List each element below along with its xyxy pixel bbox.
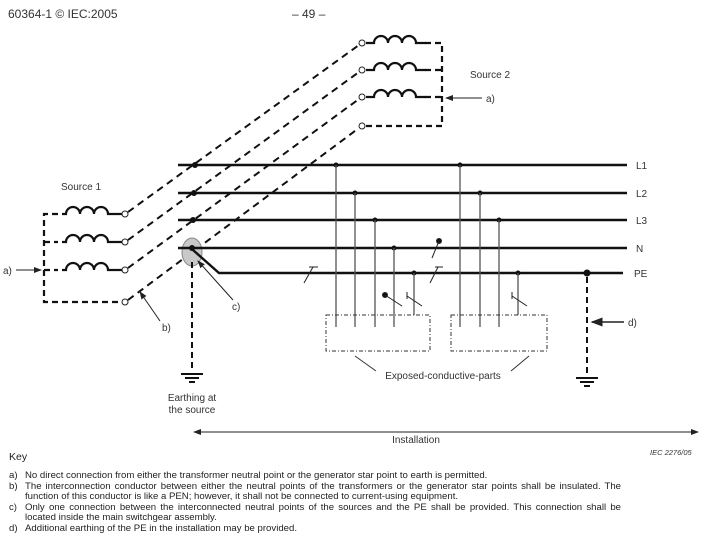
bus-label-l2: L2 — [636, 189, 648, 200]
header-page-number: – 49 – — [292, 7, 326, 21]
key-item: c) Only one connection between the interc… — [9, 501, 621, 524]
source1-label: Source 1 — [61, 182, 101, 193]
junction-dots — [189, 162, 591, 277]
bus-label-pe: PE — [634, 269, 648, 280]
bus-conductors — [178, 163, 627, 275]
key-item-text: Only one connection between the intercon… — [25, 501, 621, 524]
key-item: b) The interconnection conductor between … — [9, 480, 621, 503]
equipment-enclosures — [325, 314, 548, 352]
key-item-label: b) — [9, 480, 18, 492]
bus-label-l3: L3 — [636, 216, 648, 227]
exposed-leaders — [354, 355, 530, 372]
key-item-label: a) — [9, 470, 18, 481]
key-item-text: The interconnection conductor between ei… — [25, 480, 621, 503]
source1-terminals — [121, 210, 129, 306]
bus-label-n: N — [636, 244, 643, 255]
source2-terminals — [358, 39, 366, 130]
key-item: a) No direct connection from either the t… — [9, 470, 621, 482]
earthing-label-2: the source — [169, 405, 216, 416]
callout-c: c) — [232, 302, 240, 313]
source2-windings — [366, 34, 444, 128]
key-title: Key — [9, 451, 28, 463]
earthing-label-1: Earthing at — [168, 393, 217, 404]
key-item-text: Additional earthing of the PE in the ins… — [25, 522, 297, 534]
header-left: 60364-1 © IEC:2005 — [8, 7, 118, 21]
source-earthing — [181, 262, 203, 383]
key-item-label: c) — [9, 501, 17, 513]
bus-labels: L1 L2 L3 N PE — [634, 161, 648, 280]
callout-b-arrow — [139, 291, 161, 322]
figure-reference: IEC 2276/05 — [650, 448, 693, 457]
source-interconnections — [127, 44, 360, 301]
key-item: d) Additional earthing of the PE in the i… — [9, 522, 621, 535]
bus-label-l1: L1 — [636, 161, 648, 172]
key-item-text: No direct connection from either the tra… — [25, 470, 488, 481]
exposed-parts-label: Exposed-conductive-parts — [385, 371, 501, 382]
source2-label: Source 2 — [470, 70, 510, 81]
source1-windings — [42, 205, 122, 304]
callout-c-arrow — [197, 260, 234, 301]
callout-d: d) — [628, 318, 637, 329]
callout-a-2: a) — [486, 94, 495, 105]
callout-b: b) — [162, 323, 171, 334]
key-list: a) No direct connection from either the t… — [9, 470, 621, 535]
equipment-taps — [335, 165, 519, 327]
callout-a-1: a) — [3, 266, 12, 277]
pe-additional-earthing — [576, 277, 598, 387]
installation-label: Installation — [392, 435, 440, 446]
no-connection-symbols — [303, 238, 528, 307]
key-item-label: d) — [9, 522, 18, 534]
